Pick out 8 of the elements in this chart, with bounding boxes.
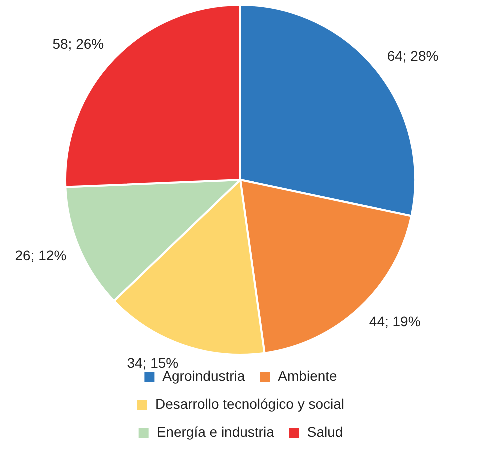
data-label: 58; 26% — [52, 36, 104, 52]
legend-label: Ambiente — [278, 368, 338, 384]
data-label: 44; 19% — [369, 313, 421, 330]
legend-label: Energía e industria — [156, 424, 275, 440]
legend-label: Salud — [307, 424, 344, 440]
data-label: 26; 12% — [15, 247, 67, 264]
legend-label: Desarrollo tecnológico y social — [155, 396, 345, 412]
data-label: 64; 28% — [387, 48, 439, 64]
